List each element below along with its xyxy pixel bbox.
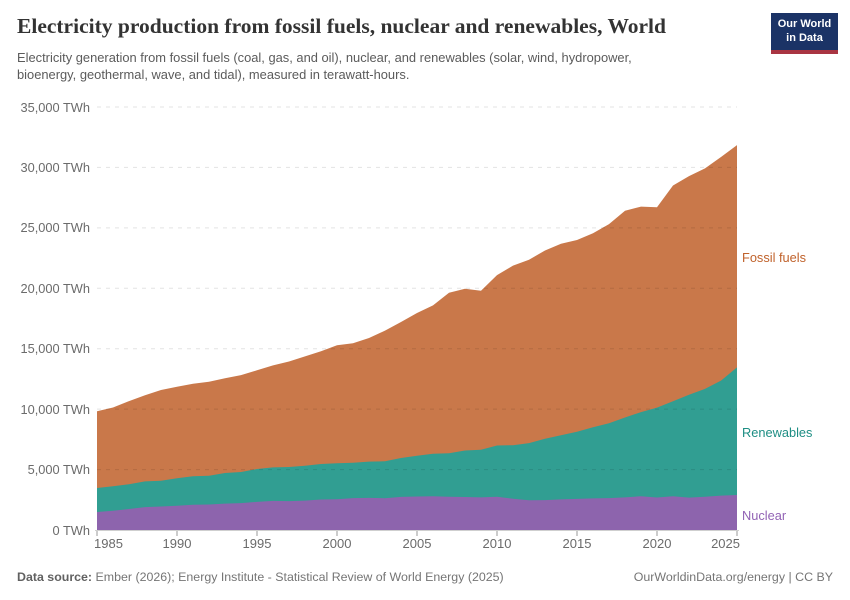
- owid-logo[interactable]: Our World in Data: [771, 13, 838, 54]
- y-axis-tick-label: 5,000 TWh: [27, 462, 90, 477]
- y-axis-tick-label: 35,000 TWh: [20, 100, 90, 115]
- y-axis-tick-label: 30,000 TWh: [20, 160, 90, 175]
- y-axis-tick-label: 25,000 TWh: [20, 220, 90, 235]
- series-label-fossil-fuels: Fossil fuels: [742, 250, 807, 265]
- x-axis-tick-label: 1985: [94, 536, 123, 551]
- x-axis-tick-label: 1995: [242, 536, 272, 551]
- y-axis-tick-label: 20,000 TWh: [20, 281, 90, 296]
- owid-logo-box: Our World in Data: [771, 13, 838, 50]
- area-nuclear[interactable]: [97, 495, 737, 530]
- series-label-renewables: Renewables: [742, 425, 813, 440]
- page-title: Electricity production from fossil fuels…: [17, 14, 666, 38]
- chart-subtitle: Electricity generation from fossil fuels…: [17, 50, 632, 83]
- x-axis-tick-label: 2010: [482, 536, 512, 551]
- x-axis-tick-label: 2000: [322, 536, 352, 551]
- y-axis-tick-label: 15,000 TWh: [20, 341, 90, 356]
- area-renewables[interactable]: [97, 367, 737, 530]
- y-axis-tick-label: 10,000 TWh: [20, 402, 90, 417]
- data-source-label: Data source:: [17, 570, 93, 584]
- data-source-text: Ember (2026); Energy Institute - Statist…: [92, 570, 504, 584]
- x-axis-tick-label: 1990: [162, 536, 192, 551]
- owid-credit-link[interactable]: OurWorldinData.org/energy | CC BY: [633, 570, 833, 584]
- x-axis-tick-label: 2005: [402, 536, 432, 551]
- chart-footer: Data source: Ember (2026); Energy Instit…: [0, 570, 850, 584]
- x-axis-tick-label: 2015: [562, 536, 592, 551]
- y-axis-tick-label: 0 TWh: [52, 523, 90, 538]
- owid-logo-line1: Our World: [777, 18, 832, 30]
- owid-logo-stripe: [771, 49, 838, 54]
- series-label-nuclear: Nuclear: [742, 508, 787, 523]
- x-axis-tick-label: 2025: [711, 536, 740, 551]
- x-axis-tick-label: 2020: [642, 536, 672, 551]
- data-source-note: Data source: Ember (2026); Energy Instit…: [17, 570, 504, 584]
- owid-logo-line2: in Data: [786, 31, 823, 44]
